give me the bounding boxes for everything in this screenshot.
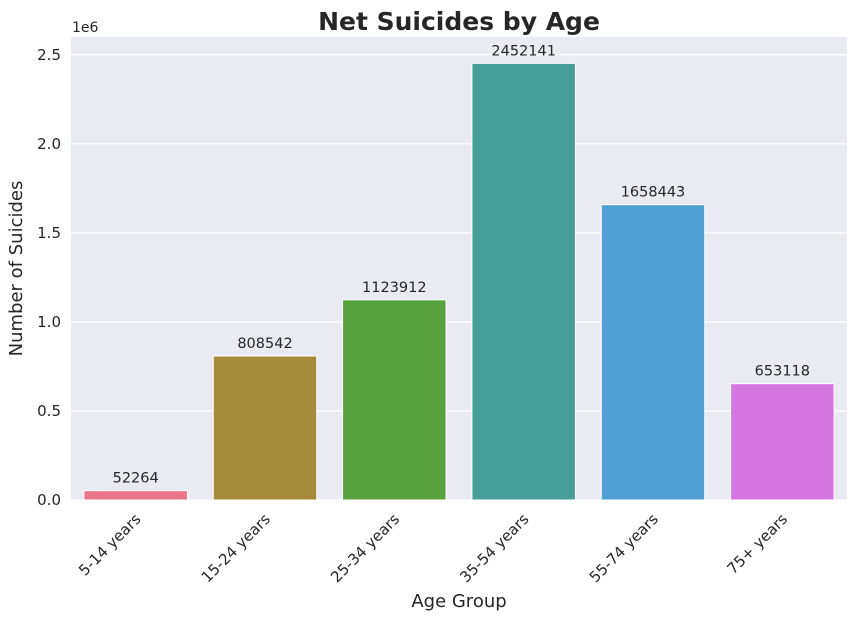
bar [600,204,706,501]
bar [342,299,447,501]
grid-lines [71,54,847,501]
y-axis-ticks: 0.0 0.5 1.0 1.5 2.0 2.5 [37,46,61,509]
y-tick-label: 1.5 [37,224,61,242]
chart-title: Net Suicides by Age [318,7,600,36]
x-tick-label: 5-14 years [75,510,144,579]
y-axis-label: Number of Suicides [6,181,27,357]
bar-value-label: 808542 [237,336,292,352]
data-labels: 52264 808542 1123912 2452141 1658443 653118 [113,43,810,486]
bar-value-label: 653118 [755,364,810,380]
plot-area [71,37,847,500]
y-axis-offset-label: 1e6 [72,20,99,36]
x-axis-ticks: 5-14 years 15-24 years 25-34 years 35-54 ye… [75,510,791,586]
bar [212,355,318,501]
x-tick-label: 35-54 years [456,510,532,586]
y-tick-label: 0.0 [37,491,61,509]
y-tick-label: 2.0 [37,135,61,153]
y-tick-label: 0.5 [37,402,61,420]
bars [83,62,835,501]
y-tick-label: 1.0 [37,313,61,331]
y-tick-label: 2.5 [37,46,61,64]
x-tick-label: 15-24 years [198,510,274,586]
bar-value-label: 2452141 [491,43,556,59]
bar-value-label: 1123912 [362,280,427,296]
x-tick-label: 75+ years [723,510,791,578]
bar [730,383,835,501]
bar [471,62,576,501]
bar-value-label: 1658443 [621,185,686,201]
bar-value-label: 52264 [113,471,159,487]
bar [83,490,188,501]
x-tick-label: 25-34 years [327,510,403,586]
x-axis-label: Age Group [411,591,506,612]
x-tick-label: 55-74 years [586,510,662,586]
